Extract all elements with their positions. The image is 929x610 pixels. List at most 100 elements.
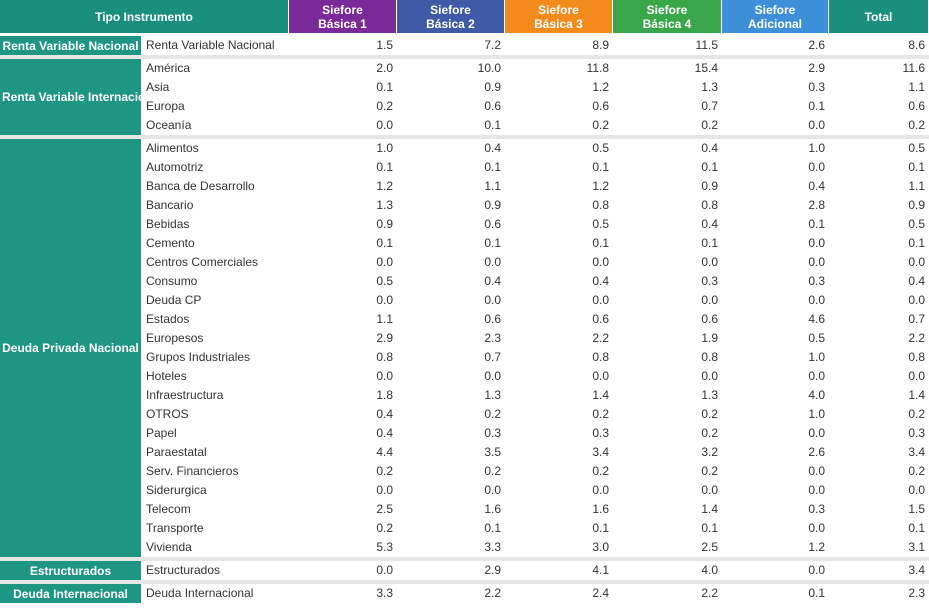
value-cell: 0.2 (592, 118, 609, 132)
table-row: Europa 0.2 0.6 0.6 0.7 0.1 0.6 (0, 97, 929, 116)
value-cell: 0.0 (376, 255, 393, 269)
value-cell: 0.0 (484, 255, 501, 269)
value-cell: 0.0 (808, 160, 825, 174)
header-line: Básica 4 (642, 16, 692, 31)
subcategory-cell: Paraestatal (146, 445, 207, 459)
value-cell: 0.3 (701, 274, 718, 288)
value-cell: 10.0 (477, 61, 501, 75)
table-row: Paraestatal 4.4 3.5 3.4 3.2 2.6 3.4 (0, 443, 929, 462)
value-cell: 0.3 (808, 274, 825, 288)
value-cell: 0.2 (908, 118, 925, 132)
value-cell: 0.5 (808, 331, 825, 345)
value-cell: 2.8 (808, 198, 825, 212)
value-cell: 0.1 (908, 521, 925, 535)
value-cell: 1.6 (484, 502, 501, 516)
value-cell: 3.5 (484, 445, 501, 459)
value-cell: 0.1 (592, 160, 609, 174)
category-cell: Renta Variable Internacional (0, 59, 163, 135)
value-cell: 0.2 (701, 464, 718, 478)
value-cell: 0.2 (701, 426, 718, 440)
value-cell: 0.0 (701, 369, 718, 383)
value-cell: 0.1 (484, 521, 501, 535)
value-cell: 1.4 (908, 388, 925, 402)
value-cell: 2.4 (592, 586, 609, 600)
value-cell: 1.5 (908, 502, 925, 516)
value-cell: 2.2 (701, 586, 718, 600)
value-cell: 0.5 (592, 141, 609, 155)
value-cell: 1.0 (808, 407, 825, 421)
subcategory-cell: Telecom (146, 502, 191, 516)
value-cell: 2.0 (376, 61, 393, 75)
table-row: Serv. Financieros 0.2 0.2 0.2 0.2 0.0 0.2 (0, 462, 929, 481)
value-cell: 0.1 (376, 80, 393, 94)
subcategory-cell: Siderurgica (146, 483, 207, 497)
value-cell: 1.8 (376, 388, 393, 402)
value-cell: 0.0 (592, 369, 609, 383)
value-cell: 0.1 (592, 236, 609, 250)
value-cell: 0.0 (376, 483, 393, 497)
table-row: OTROS 0.4 0.2 0.2 0.2 1.0 0.2 (0, 405, 929, 424)
value-cell: 0.8 (592, 198, 609, 212)
value-cell: 4.0 (808, 388, 825, 402)
category-cell: Renta Variable Nacional (0, 36, 143, 55)
value-cell: 0.4 (701, 217, 718, 231)
value-cell: 2.9 (808, 61, 825, 75)
table-row: Renta Variable Internacional América 2.0 10… (0, 59, 929, 135)
value-cell: 0.0 (808, 255, 825, 269)
table-header-row: Tipo Instrumento Siefore Básica 1 Siefore… (0, 0, 929, 36)
table-row: Deuda CP 0.0 0.0 0.0 0.0 0.0 0.0 (0, 291, 929, 310)
value-cell: 1.1 (908, 80, 925, 94)
group-separator (0, 135, 929, 139)
header-line: Básica 3 (534, 16, 583, 31)
value-cell: 0.2 (484, 407, 501, 421)
subcategory-cell: Asia (146, 80, 170, 94)
table-row: Banca de Desarrollo 1.2 1.1 1.2 0.9 0.4 1.1 (0, 177, 929, 196)
value-cell: 0.4 (701, 141, 718, 155)
value-cell: 0.1 (701, 160, 718, 174)
value-cell: 4.0 (701, 563, 718, 577)
value-cell: 0.1 (908, 236, 925, 250)
value-cell: 0.2 (908, 407, 925, 421)
value-cell: 0.4 (908, 274, 925, 288)
header-tipo-instrumento: Tipo Instrumento (0, 0, 289, 36)
value-cell: 0.1 (808, 586, 825, 600)
value-cell: 3.2 (701, 445, 718, 459)
subcategory-cell: Estructurados (146, 563, 221, 577)
value-cell: 1.0 (376, 141, 393, 155)
value-cell: 2.2 (908, 331, 925, 345)
table-row: Europesos 2.9 2.3 2.2 1.9 0.5 2.2 (0, 329, 929, 348)
table-row: Hoteles 0.0 0.0 0.0 0.0 0.0 0.0 (0, 367, 929, 386)
value-cell: 0.2 (376, 521, 393, 535)
value-cell: 1.2 (592, 179, 609, 193)
value-cell: 0.0 (376, 369, 393, 383)
separator-cell (0, 557, 929, 561)
table-row: Bebidas 0.9 0.6 0.5 0.4 0.1 0.5 (0, 215, 929, 234)
subcategory-cell: Oceanía (146, 118, 192, 132)
value-cell: 0.2 (592, 407, 609, 421)
value-cell: 0.6 (484, 99, 501, 113)
value-cell: 0.0 (808, 521, 825, 535)
value-cell: 1.0 (808, 350, 825, 364)
category-cell: Estructurados (0, 561, 143, 580)
value-cell: 0.0 (592, 483, 609, 497)
value-cell: 0.6 (484, 217, 501, 231)
value-cell: 11.6 (902, 61, 925, 75)
subcategory-cell: Centros Comerciales (146, 255, 259, 269)
value-cell: 0.9 (484, 80, 501, 94)
value-cell: 0.0 (808, 236, 825, 250)
value-cell: 0.8 (701, 350, 718, 364)
value-cell: 1.1 (908, 179, 925, 193)
value-cell: 4.6 (808, 312, 825, 326)
value-cell: 0.4 (376, 426, 393, 440)
value-cell: 0.8 (376, 350, 393, 364)
value-cell: 0.3 (908, 426, 925, 440)
value-cell: 0.0 (376, 293, 393, 307)
value-cell: 0.0 (592, 293, 609, 307)
value-cell: 0.2 (701, 118, 718, 132)
subcategory-cell: Automotriz (146, 160, 204, 174)
value-cell: 1.5 (376, 38, 393, 52)
subcategory-cell: Banca de Desarrollo (146, 179, 255, 193)
value-cell: 2.2 (484, 586, 501, 600)
value-cell: 0.0 (808, 563, 825, 577)
value-cell: 0.4 (808, 179, 825, 193)
